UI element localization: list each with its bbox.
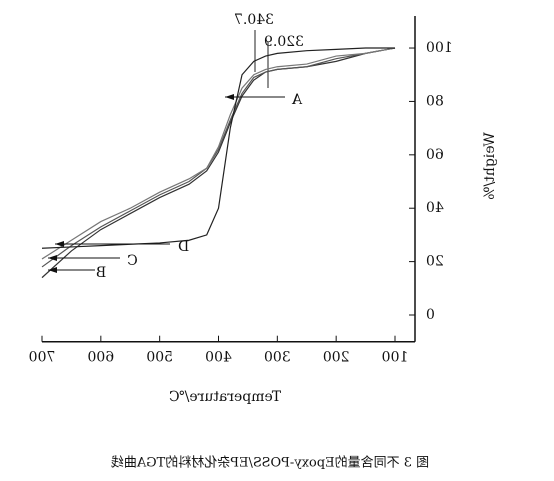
x-tick-label: 300	[264, 350, 291, 366]
y-tick-label: 40	[426, 200, 444, 216]
x-tick-label: 400	[205, 350, 232, 366]
caption: 图 3 不同含量的Epoxy-POSS/EP杂化材料的TGA曲线	[111, 455, 429, 471]
y-axis-label: Weight/%	[482, 132, 498, 200]
arrow-head	[55, 241, 64, 247]
annotation: 320.9	[264, 34, 304, 50]
x-tick-label: 500	[146, 350, 173, 366]
series-label: D	[178, 239, 189, 255]
series-line	[41, 47, 395, 249]
series-line	[41, 47, 396, 260]
series-label: C	[127, 253, 138, 269]
series-line	[41, 47, 396, 268]
y-tick-label: 100	[426, 40, 453, 56]
arrow-head	[225, 94, 234, 100]
arrow-head	[48, 267, 57, 273]
y-tick-label: 0	[426, 307, 435, 323]
y-tick-label: 80	[426, 93, 444, 109]
plot: Temperature/℃ Weight/% 图 3 不同含量的Epoxy-PO…	[29, 12, 498, 471]
x-tick-label: 700	[29, 350, 56, 366]
y-tick-label: 60	[426, 147, 444, 163]
y-tick-label: 20	[426, 254, 444, 270]
arrow-head	[48, 255, 57, 261]
annotation: 340.7	[234, 12, 274, 28]
x-tick-label: 100	[382, 350, 409, 366]
series-label: A	[291, 92, 303, 108]
series-line	[41, 47, 396, 279]
series-label: B	[96, 265, 106, 281]
x-axis-label: Temperature/℃	[169, 389, 281, 405]
x-tick-label: 600	[87, 350, 114, 366]
x-tick-label: 200	[323, 350, 350, 366]
